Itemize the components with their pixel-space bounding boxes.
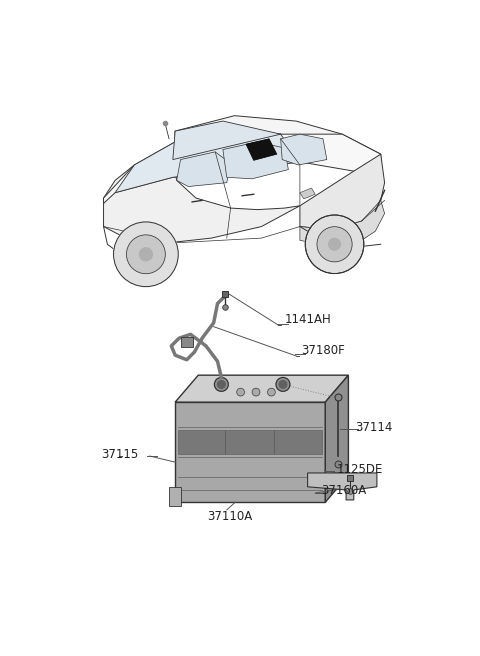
Polygon shape (104, 131, 300, 243)
Text: 1125DE: 1125DE (337, 463, 383, 476)
Polygon shape (223, 142, 288, 179)
Polygon shape (325, 375, 348, 502)
Circle shape (317, 227, 352, 262)
Polygon shape (178, 430, 322, 454)
Polygon shape (175, 115, 381, 159)
Polygon shape (175, 375, 348, 402)
Polygon shape (308, 473, 377, 500)
Circle shape (276, 377, 290, 392)
Circle shape (237, 388, 244, 396)
Circle shape (252, 388, 260, 396)
Circle shape (305, 215, 364, 274)
Polygon shape (169, 487, 181, 506)
Circle shape (127, 235, 165, 274)
Polygon shape (246, 139, 277, 160)
Text: 37160A: 37160A (322, 484, 367, 497)
Polygon shape (180, 337, 193, 346)
Polygon shape (175, 402, 325, 502)
Circle shape (279, 380, 287, 388)
Polygon shape (300, 154, 384, 229)
Circle shape (215, 377, 228, 392)
Polygon shape (173, 121, 281, 159)
Circle shape (217, 380, 225, 388)
Polygon shape (300, 200, 384, 244)
Text: 1141AH: 1141AH (285, 313, 331, 326)
Circle shape (139, 248, 152, 260)
Polygon shape (177, 152, 230, 186)
Text: 37110A: 37110A (207, 510, 253, 523)
Text: 37180F: 37180F (301, 344, 345, 357)
Text: 37114: 37114 (355, 421, 393, 434)
Circle shape (267, 388, 275, 396)
Text: 37115: 37115 (101, 448, 139, 461)
Circle shape (114, 222, 178, 287)
Polygon shape (115, 134, 300, 193)
Circle shape (329, 238, 340, 250)
Polygon shape (281, 134, 327, 165)
Polygon shape (104, 134, 381, 203)
Polygon shape (300, 188, 315, 199)
